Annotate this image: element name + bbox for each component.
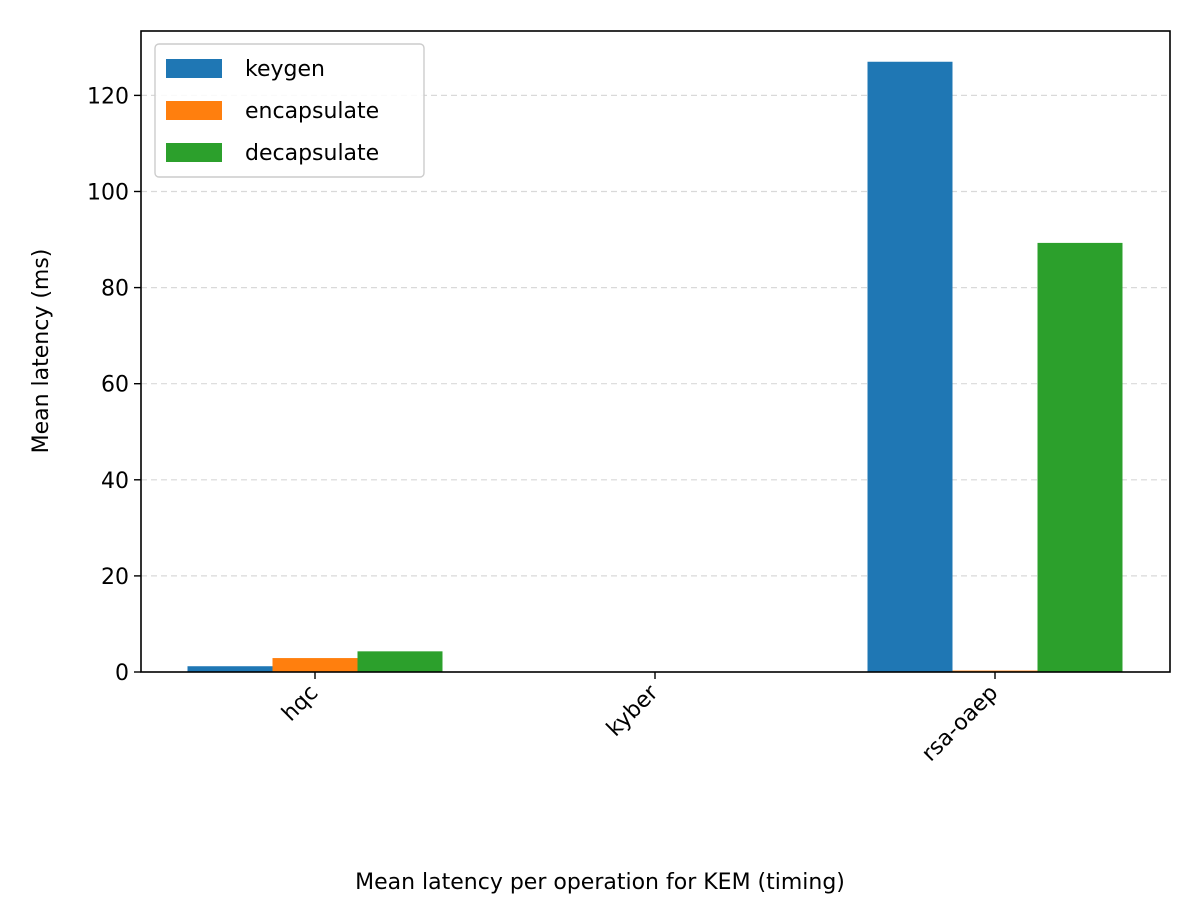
y-tick-label: 120 — [87, 84, 129, 109]
bar-encapsulate-hqc — [272, 658, 358, 672]
x-tick-label: rsa-oaep — [917, 681, 1003, 767]
x-axis: hqc kyber rsa-oaep — [277, 672, 1003, 767]
x-tick-label: kyber — [602, 680, 664, 742]
bar-decapsulate-rsa-oaep — [1037, 242, 1123, 673]
x-axis-label: Mean latency per operation for KEM (timi… — [355, 870, 845, 895]
y-tick-label: 0 — [115, 661, 129, 686]
y-axis: 0 20 40 60 80 100 120 — [87, 84, 141, 686]
bar-keygen-rsa-oaep — [867, 61, 953, 672]
bar-decapsulate-hqc — [357, 651, 443, 672]
legend-swatch-keygen — [166, 59, 222, 78]
bar-keygen-hqc — [187, 666, 273, 672]
legend-swatch-encapsulate — [166, 101, 222, 120]
y-axis-label: Mean latency (ms) — [29, 249, 54, 454]
y-tick-label: 80 — [101, 277, 129, 302]
legend-label-decapsulate: decapsulate — [245, 141, 379, 166]
legend: keygen encapsulate decapsulate — [154, 43, 425, 178]
legend-swatch-decapsulate — [166, 143, 222, 162]
y-tick-label: 100 — [87, 180, 129, 205]
y-tick-label: 20 — [101, 565, 129, 590]
y-tick-label: 40 — [101, 469, 129, 494]
y-tick-label: 60 — [101, 373, 129, 398]
x-tick-label: hqc — [277, 681, 323, 727]
legend-label-encapsulate: encapsulate — [245, 99, 379, 124]
legend-label-keygen: keygen — [245, 57, 325, 82]
legend-box — [154, 43, 425, 178]
bars — [187, 61, 1123, 673]
